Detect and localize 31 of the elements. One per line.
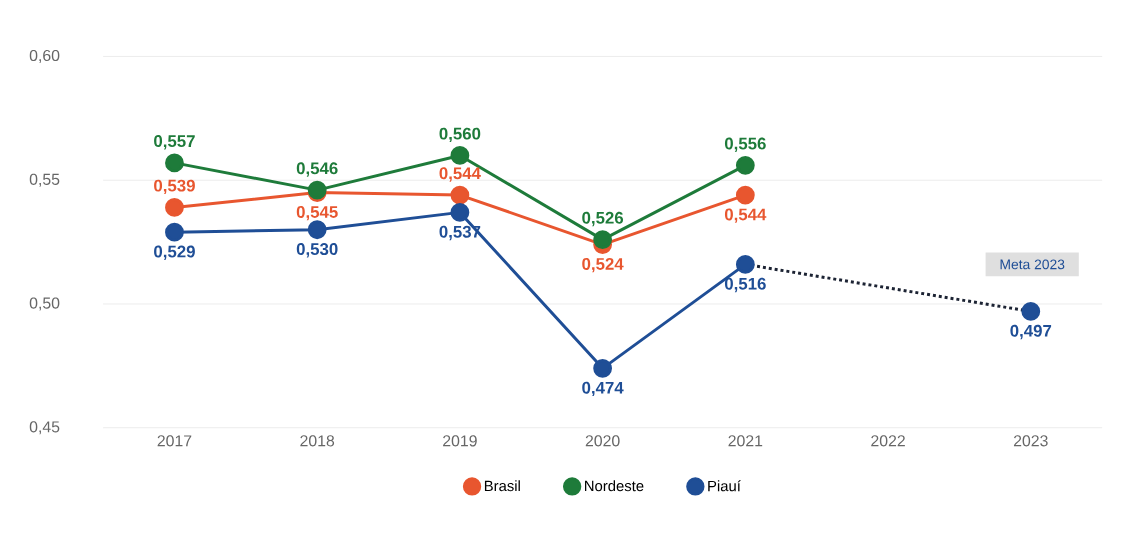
- data-label: 0,546: [296, 162, 338, 177]
- data-label: 0,560: [439, 127, 481, 143]
- x-tick-label: 2019: [443, 435, 477, 447]
- y-tick-label: 0,45: [29, 421, 60, 435]
- y-tick-label: 0,60: [29, 50, 60, 64]
- x-tick-label: 2020: [585, 435, 620, 447]
- legend-label: Brasil: [484, 480, 520, 492]
- data-label: 0,526: [582, 212, 624, 227]
- data-label: 0,524: [582, 258, 624, 273]
- data-label: 0,537: [439, 225, 481, 241]
- data-label: 0,545: [296, 206, 338, 221]
- x-tick-label: 2021: [728, 435, 763, 447]
- data-label: 0,529: [154, 245, 195, 261]
- y-tick-label: 0,50: [29, 297, 60, 311]
- legend-label: Nordeste: [585, 480, 644, 492]
- data-label: 0,474: [582, 381, 624, 397]
- data-label: 0,497: [1010, 325, 1052, 340]
- data-label: 0,556: [724, 137, 766, 153]
- data-label: 0,544: [439, 167, 481, 182]
- legend-label: Piauí: [708, 480, 741, 492]
- y-tick-label: 0,55: [29, 173, 60, 187]
- annotation: Meta 2023: [1000, 259, 1065, 270]
- data-label: 0,544: [724, 208, 767, 224]
- data-label: 0,539: [154, 179, 195, 195]
- x-tick-label: 2023: [1013, 435, 1048, 447]
- x-tick-label: 2022: [871, 435, 905, 447]
- data-label: 0,557: [154, 135, 195, 150]
- data-label: 0,516: [724, 277, 766, 293]
- x-tick-label: 2018: [300, 435, 335, 447]
- x-tick-label: 2017: [157, 435, 192, 447]
- data-label: 0,530: [296, 243, 338, 258]
